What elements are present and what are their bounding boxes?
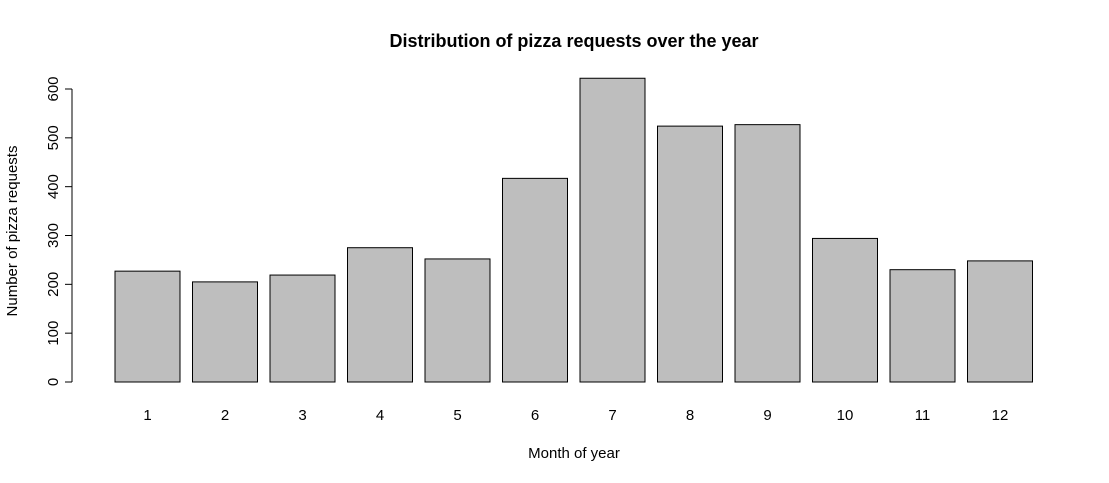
bar-month-3 <box>269 274 336 383</box>
bar-month-8 <box>657 125 723 383</box>
x-tick-label: 11 <box>915 407 931 424</box>
bar-month-1 <box>114 270 181 383</box>
x-tick-label: 2 <box>221 407 229 424</box>
y-axis: 0 100 200 300 400 500 600 <box>45 76 73 386</box>
bar-month-10 <box>812 237 878 383</box>
x-axis-ticks: 1 2 3 4 5 6 7 8 9 10 11 12 <box>143 407 1008 424</box>
x-tick-label: 3 <box>298 407 306 424</box>
y-tick-label: 0 <box>45 378 62 386</box>
y-tick-label: 100 <box>45 321 62 346</box>
x-tick-label: 8 <box>686 407 694 424</box>
x-tick-label: 9 <box>763 407 771 424</box>
y-axis-label: Number of pizza requests <box>4 146 21 317</box>
x-tick-label: 1 <box>143 407 151 424</box>
bar-month-11 <box>889 269 956 383</box>
bar-month-5 <box>424 258 491 383</box>
y-tick-label: 500 <box>45 125 62 150</box>
x-tick-label: 12 <box>992 407 1009 424</box>
y-tick-label: 200 <box>45 272 62 297</box>
y-tick-label: 600 <box>45 76 62 101</box>
bar-month-6 <box>502 177 568 383</box>
bar-month-7 <box>579 77 646 383</box>
bars <box>114 77 1033 383</box>
bar-month-2 <box>192 281 258 383</box>
y-tick-label: 300 <box>45 223 62 248</box>
x-axis-label: Month of year <box>528 445 620 462</box>
x-tick-label: 6 <box>531 407 539 424</box>
chart-title: Distribution of pizza requests over the … <box>389 31 758 51</box>
y-tick-label: 400 <box>45 174 62 199</box>
bar-month-9 <box>734 124 801 383</box>
bar-month-12 <box>967 260 1033 383</box>
x-tick-label: 10 <box>837 407 854 424</box>
x-tick-label: 7 <box>608 407 616 424</box>
x-tick-label: 5 <box>453 407 461 424</box>
bar-month-4 <box>347 247 413 383</box>
x-tick-label: 4 <box>376 407 384 424</box>
